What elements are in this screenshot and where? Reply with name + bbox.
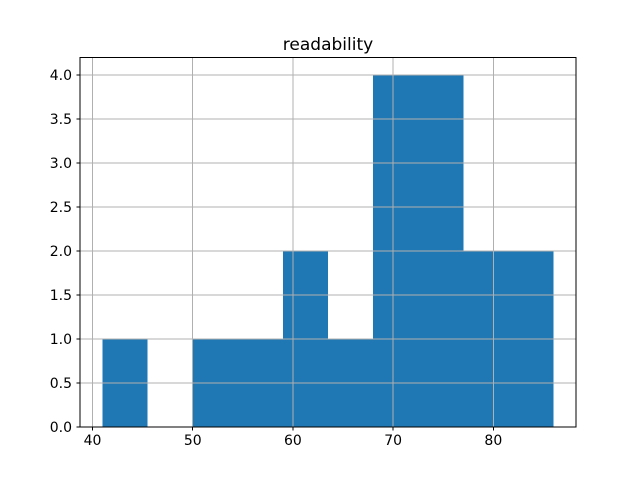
x-tick-label: 40: [84, 433, 102, 449]
y-tick-label: 0.5: [50, 376, 72, 392]
x-tick-label: 80: [484, 433, 502, 449]
axes-border: [79, 57, 577, 428]
y-tick-label: 1.0: [50, 332, 72, 348]
y-tick-label: 1.5: [50, 288, 72, 304]
y-tick-label: 2.5: [50, 200, 72, 216]
x-tick-label: 60: [284, 433, 302, 449]
y-tick-label: 3.0: [50, 156, 72, 172]
x-tick-label: 70: [384, 433, 402, 449]
y-tick-label: 3.5: [50, 112, 72, 128]
x-tick-label: 50: [184, 433, 202, 449]
y-tick-label: 4.0: [50, 68, 72, 84]
y-tick-label: 2.0: [50, 244, 72, 260]
chart-title: readability: [283, 35, 373, 55]
y-tick-label: 0.0: [50, 420, 72, 436]
